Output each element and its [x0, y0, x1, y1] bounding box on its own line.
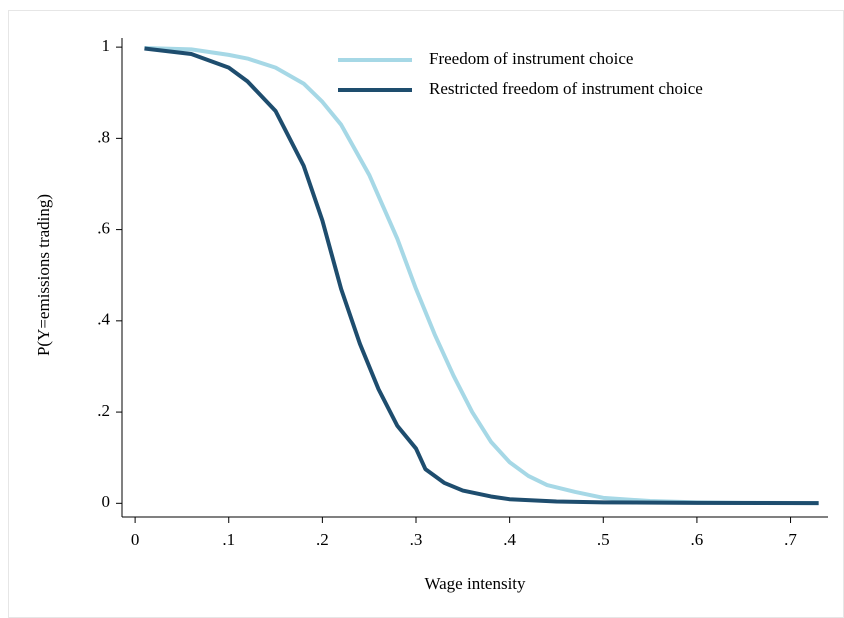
series-line: [144, 46, 819, 506]
x-tick-label: .3: [410, 530, 423, 549]
y-axis-label: P(Y=emissions trading): [34, 194, 53, 356]
series-line: [144, 46, 819, 506]
y-tick-label: .2: [97, 401, 110, 420]
y-tick-label: 0: [102, 492, 111, 511]
y-tick-label: 1: [102, 36, 111, 55]
x-tick-label: .2: [316, 530, 329, 549]
legend-label: Restricted freedom of instrument choice: [429, 79, 703, 98]
y-tick-label: .6: [97, 219, 110, 238]
x-tick-label: .6: [691, 530, 704, 549]
x-tick-label: .7: [784, 530, 797, 549]
x-axis-label: Wage intensity: [424, 574, 526, 593]
x-tick-label: .4: [503, 530, 516, 549]
x-tick-label: 0: [131, 530, 140, 549]
y-tick-label: .8: [97, 127, 110, 146]
x-tick-label: .5: [597, 530, 610, 549]
x-tick-label: .1: [222, 530, 235, 549]
legend-label: Freedom of instrument choice: [429, 49, 633, 68]
y-tick-label: .4: [97, 310, 110, 329]
